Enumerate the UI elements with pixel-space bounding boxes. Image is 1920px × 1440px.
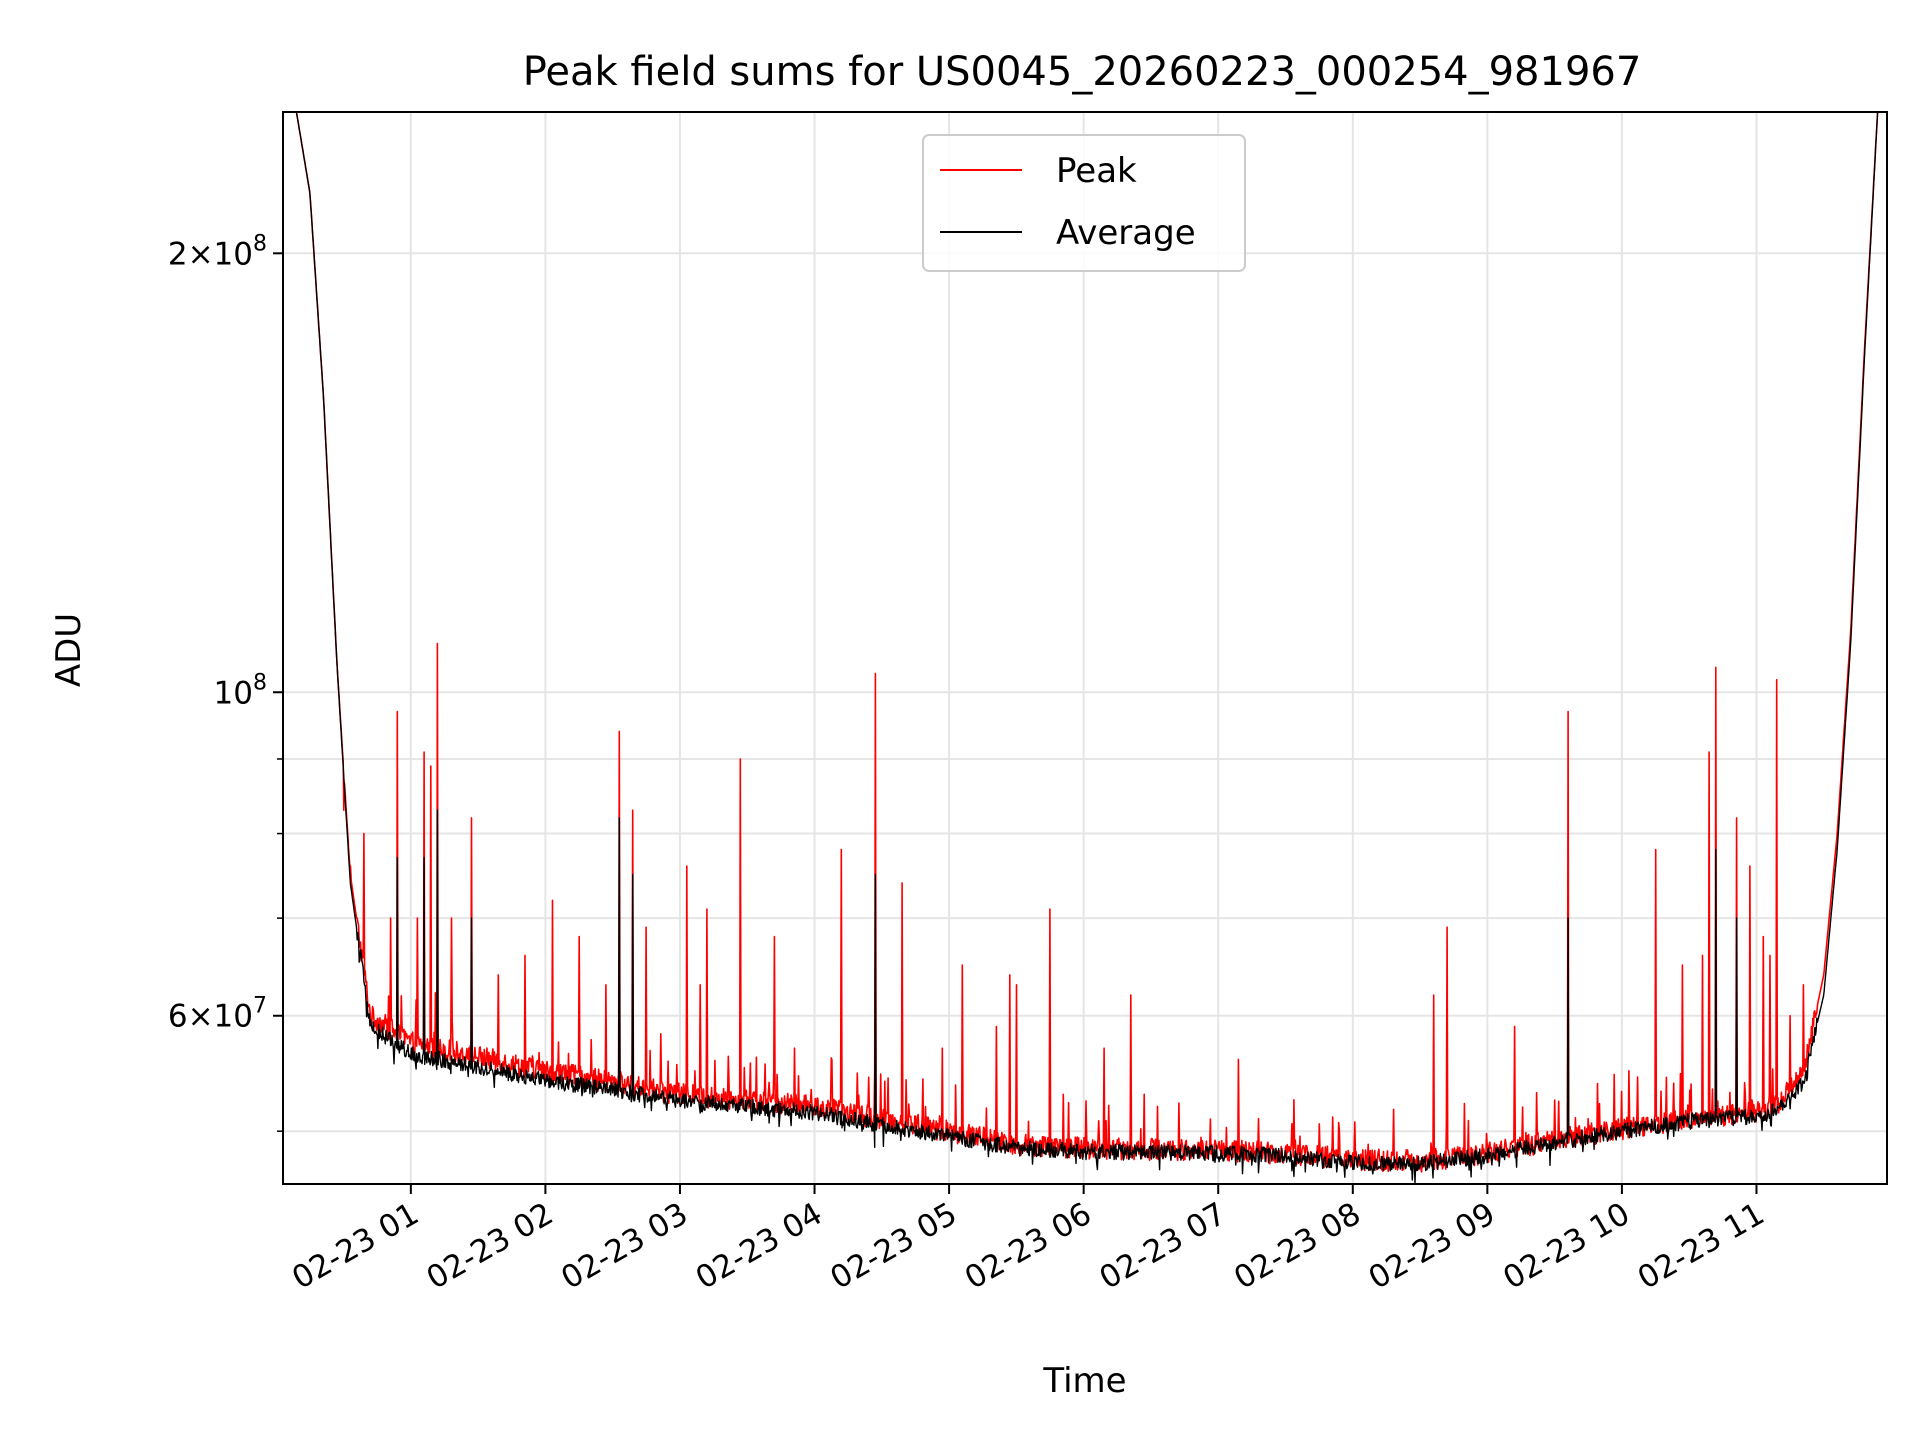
y-tick-exponent: 8 (253, 670, 267, 695)
series-layer (283, 112, 1887, 1184)
legend: Peak Average (922, 134, 1246, 272)
legend-peak-label: Peak (1056, 151, 1137, 191)
y-tick-base: 10 (214, 675, 253, 711)
y-tick-label: 108 (214, 670, 267, 711)
y-tick-label: 6×107 (168, 994, 267, 1035)
chart-title: Peak field sums for US0045_20260223_0002… (523, 49, 1642, 95)
legend-average-label: Average (1056, 213, 1196, 253)
y-tick-label: 2×108 (168, 231, 267, 272)
y-tick-exponent: 7 (253, 994, 267, 1019)
series-line-average (283, 112, 1887, 1184)
y-tick-base: ×10 (188, 236, 253, 272)
y-axis-label: ADU (49, 613, 89, 687)
y-tick-base: ×10 (188, 999, 253, 1035)
x-axis-label: Time (1042, 1361, 1126, 1401)
plot-frame (282, 111, 1888, 1185)
y-tick-mantissa: 6 (168, 999, 188, 1035)
y-tick-mantissa: 2 (168, 236, 188, 272)
y-tick-exponent: 8 (253, 231, 267, 256)
